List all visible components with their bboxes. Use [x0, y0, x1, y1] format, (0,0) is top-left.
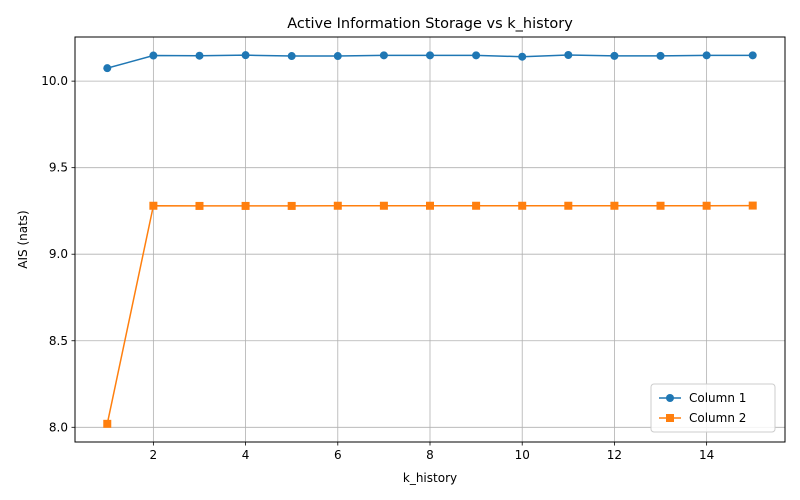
data-point: [426, 201, 434, 210]
data-point: [103, 419, 112, 428]
data-point: [748, 51, 757, 60]
data-point: [564, 201, 573, 210]
x-tick-label: 10: [515, 448, 530, 462]
data-point: [195, 201, 204, 210]
x-tick-label: 14: [699, 448, 714, 462]
y-tick-label: 8.5: [49, 334, 68, 348]
y-axis-label: AIS (nats): [16, 210, 30, 268]
data-point: [518, 52, 527, 61]
legend-label: Column 2: [689, 411, 746, 425]
data-point: [656, 201, 665, 210]
tick-layer: 2 4 6 8 10 12 14 8.0 8.5 9.0 9.5 10.0: [41, 74, 714, 462]
legend-marker: [666, 414, 674, 422]
data-point: [287, 201, 296, 210]
data-point: [149, 201, 158, 210]
legend: Column 1 Column 2: [650, 383, 776, 433]
data-point: [333, 201, 342, 210]
x-tick-label: 12: [607, 448, 622, 462]
y-tick-label: 8.0: [49, 420, 68, 434]
series-layer: [103, 51, 757, 428]
legend-item: Column 1: [659, 391, 746, 405]
x-tick-label: 4: [242, 448, 250, 462]
data-point: [610, 51, 619, 60]
y-tick-label: 10.0: [41, 74, 68, 88]
x-tick-label: 8: [426, 448, 434, 462]
data-point: [287, 52, 296, 61]
data-point: [472, 201, 481, 210]
x-axis-label: k_history: [403, 471, 457, 485]
legend-box: [650, 383, 776, 433]
data-point: [241, 201, 250, 210]
series-2: [103, 201, 757, 428]
data-point: [748, 201, 757, 210]
data-point: [610, 201, 619, 210]
data-point: [241, 51, 250, 60]
data-point: [656, 51, 665, 60]
data-point: [518, 201, 527, 210]
grid-layer: [75, 37, 785, 442]
data-point: [379, 51, 388, 60]
data-point: [564, 51, 573, 59]
legend-marker: [666, 394, 674, 402]
data-point: [426, 51, 434, 60]
y-tick-label: 9.5: [49, 161, 68, 175]
y-tick-label: 9.0: [49, 247, 68, 261]
data-point: [472, 51, 481, 60]
x-tick-label: 2: [150, 448, 158, 462]
data-point: [103, 64, 112, 73]
data-point: [149, 51, 158, 60]
data-point: [333, 52, 342, 61]
data-point: [195, 51, 204, 60]
data-point: [702, 201, 711, 210]
legend-label: Column 1: [689, 391, 746, 405]
series-1: [103, 51, 757, 73]
legend-item: Column 2: [659, 411, 746, 425]
chart-title: Active Information Storage vs k_history: [287, 16, 573, 32]
x-tick-label: 6: [334, 448, 342, 462]
data-point: [379, 201, 388, 210]
data-point: [702, 51, 711, 60]
